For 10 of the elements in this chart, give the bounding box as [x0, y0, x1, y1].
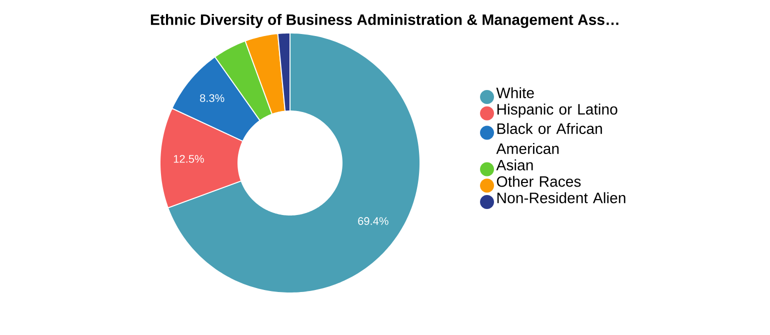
- legend-label: Other Races: [496, 176, 581, 187]
- legend-label: Asian: [496, 159, 533, 170]
- legend-label: White: [496, 87, 534, 98]
- data-label: 8.3%: [200, 94, 224, 102]
- data-label: 12.5%: [174, 154, 204, 163]
- legend-label: Non-Resident Alien: [497, 192, 626, 204]
- data-label: 69.4%: [358, 217, 388, 225]
- legend-label: Black or African American: [496, 122, 602, 154]
- legend-label: Hispanic or Latino: [497, 104, 618, 118]
- chart-title: Ethnic Diversity of Business Administration & Management Ass…: [150, 14, 618, 28]
